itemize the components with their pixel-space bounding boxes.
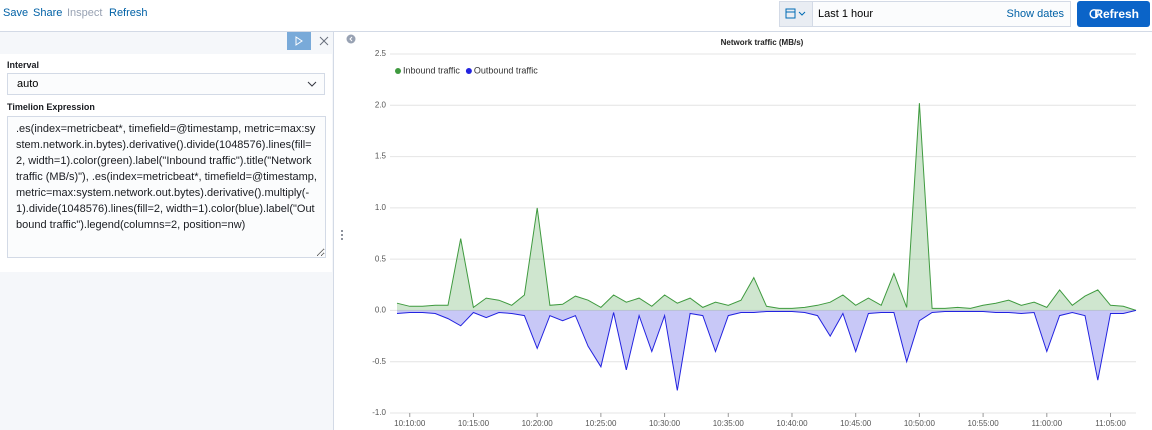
chevron xyxy=(307,81,317,87)
show-dates[interactable]: Show dates xyxy=(1006,8,1064,20)
run-icon xyxy=(295,36,303,46)
splitter xyxy=(334,32,362,430)
legend-label: Inbound traffic xyxy=(403,65,460,75)
sidebar: Interval auto Timelion Expression .es(in… xyxy=(0,32,334,430)
y-tick-label: 2.0 xyxy=(375,100,387,109)
chart-title: Network traffic (MB/s) xyxy=(721,38,804,47)
resize-dot xyxy=(341,230,343,232)
collapse-arrow xyxy=(349,36,353,42)
interval-select[interactable]: auto xyxy=(7,73,325,95)
chart: Network traffic (MB/s) -1.0 -0.5 0.0 0.5 1.0… xyxy=(334,32,1137,430)
legend-marker xyxy=(395,68,401,74)
close-icon[interactable] xyxy=(317,34,331,48)
legend-label: Outbound traffic xyxy=(474,65,538,75)
time-range: Last 1 hour xyxy=(818,8,874,20)
x-tick-label: 10:25:00 xyxy=(585,419,617,428)
x-tick-label: 10:40:00 xyxy=(776,419,808,428)
y-tick-label: 0.5 xyxy=(375,254,387,263)
area-fill xyxy=(397,103,1136,311)
y-tick-label: -0.5 xyxy=(372,357,386,366)
x-tick-label: 11:05:00 xyxy=(1095,419,1126,428)
collapse-icon[interactable] xyxy=(346,34,356,44)
share-link[interactable]: Share xyxy=(33,7,63,19)
x-tick-label: 10:45:00 xyxy=(840,419,872,428)
x-tick-label: 10:15:00 xyxy=(458,419,490,428)
x-tick-label: 10:30:00 xyxy=(649,419,681,428)
expression-label: Timelion Expression xyxy=(7,102,95,112)
y-tick-label: -1.0 xyxy=(372,408,386,417)
y-tick-label: 1.5 xyxy=(375,152,387,161)
legend-marker xyxy=(465,68,472,74)
resize-dot xyxy=(341,234,343,236)
date-picker[interactable]: Last 1 hour Show dates xyxy=(779,1,1071,27)
refresh-label: Refresh xyxy=(1094,7,1139,21)
line xyxy=(396,309,1137,391)
interval-value: auto xyxy=(17,78,39,90)
run-button[interactable] xyxy=(287,32,311,50)
inspect-link: Inspect xyxy=(67,7,103,19)
interval-label: Interval xyxy=(7,60,40,70)
x-tick-label: 10:20:00 xyxy=(522,419,554,428)
resize-dot xyxy=(341,238,343,240)
y-tick-label: 2.5 xyxy=(375,49,387,58)
area-fill xyxy=(397,310,1136,391)
save-link[interactable]: Save xyxy=(3,7,29,19)
expression-input[interactable]: .es(index=metricbeat*, timefield=@timest… xyxy=(7,116,326,258)
toolbar: Save Share Inspect Refresh Last 1 hour S… xyxy=(0,0,1152,32)
x-tick-label: 10:55:00 xyxy=(968,419,1000,428)
y-tick-label: 0.0 xyxy=(375,306,387,315)
calendar-glyph xyxy=(785,8,806,19)
x-tick-label: 11:00:00 xyxy=(1032,419,1063,428)
line xyxy=(396,103,1137,311)
refresh-link[interactable]: Refresh xyxy=(109,7,148,19)
x-tick-label: 10:50:00 xyxy=(904,419,936,428)
refresh-icon xyxy=(1089,9,1099,19)
y-tick-label: 1.0 xyxy=(375,203,387,212)
refresh-button[interactable]: Refresh xyxy=(1077,1,1150,27)
x-tick-label: 10:35:00 xyxy=(713,419,745,428)
x-tick-label: 10:10:00 xyxy=(394,419,426,428)
calendar-icon[interactable] xyxy=(780,2,813,26)
editor-panel: Interval auto Timelion Expression .es(in… xyxy=(0,54,332,272)
